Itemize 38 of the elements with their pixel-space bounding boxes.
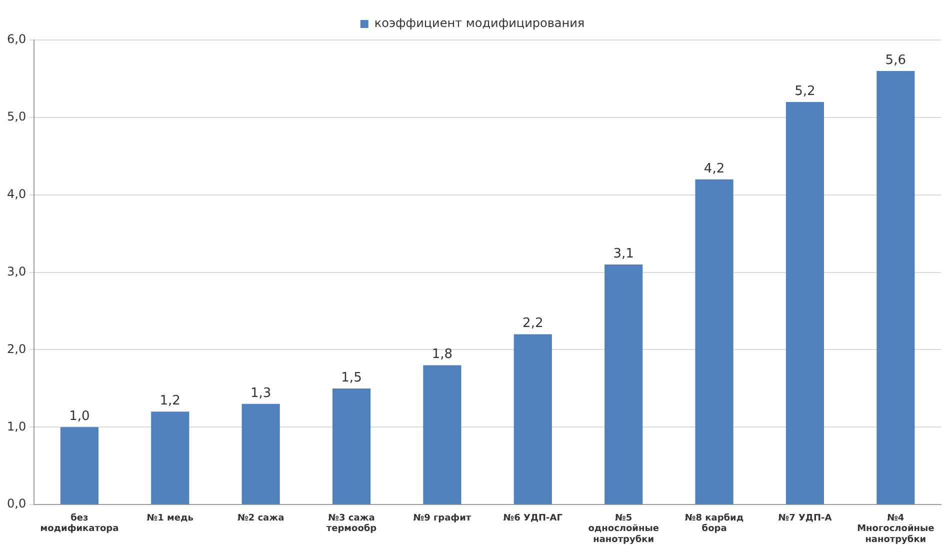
y-tick-label: 5,0 — [6, 110, 26, 124]
data-label: 5,6 — [885, 52, 906, 68]
x-tick-label: №5 однослойные нанотрубки — [588, 513, 659, 545]
y-tick-label: 3,0 — [6, 264, 26, 278]
bar — [786, 102, 824, 504]
bar — [423, 365, 462, 504]
x-tick-label: №6 УДП-АГ — [503, 513, 563, 524]
legend-label: коэффициент модифицирования — [374, 16, 585, 30]
y-tick-label: 2,0 — [6, 342, 26, 356]
data-label: 1,5 — [341, 370, 362, 386]
data-label: 1,8 — [432, 347, 453, 362]
bar — [151, 412, 190, 504]
y-tick-label: 1,0 — [6, 419, 26, 434]
x-tick-label: №4 Многослойные нанотрубки — [857, 513, 934, 545]
bar — [876, 70, 915, 504]
bar — [604, 264, 643, 504]
bar — [242, 404, 280, 504]
x-tick-label: №1 медь — [146, 513, 194, 524]
x-tick-label: №9 графит — [413, 513, 472, 524]
x-tick-label: без модификатора — [40, 512, 119, 534]
x-tick-label: №8 карбид бора — [684, 512, 744, 534]
y-tick-label: 6,0 — [6, 32, 26, 46]
bar — [514, 334, 552, 504]
data-label: 1,2 — [160, 394, 180, 409]
data-label: 5,2 — [794, 84, 816, 99]
data-label: 1,3 — [250, 386, 272, 401]
bar — [695, 179, 734, 504]
x-tick-label: №2 сажа — [237, 513, 284, 524]
data-label: 3,1 — [613, 246, 634, 262]
x-tick-label: №7 УДП-А — [778, 513, 832, 524]
y-tick-label: 0,0 — [6, 496, 26, 511]
x-tick-label: №3 сажа термообр — [326, 513, 378, 534]
bar — [60, 427, 98, 504]
data-label: 2,2 — [522, 316, 544, 332]
bar — [332, 388, 371, 504]
y-tick-label: 4,0 — [6, 186, 26, 201]
data-label: 1,0 — [69, 409, 90, 424]
data-label: 4,2 — [704, 161, 725, 176]
